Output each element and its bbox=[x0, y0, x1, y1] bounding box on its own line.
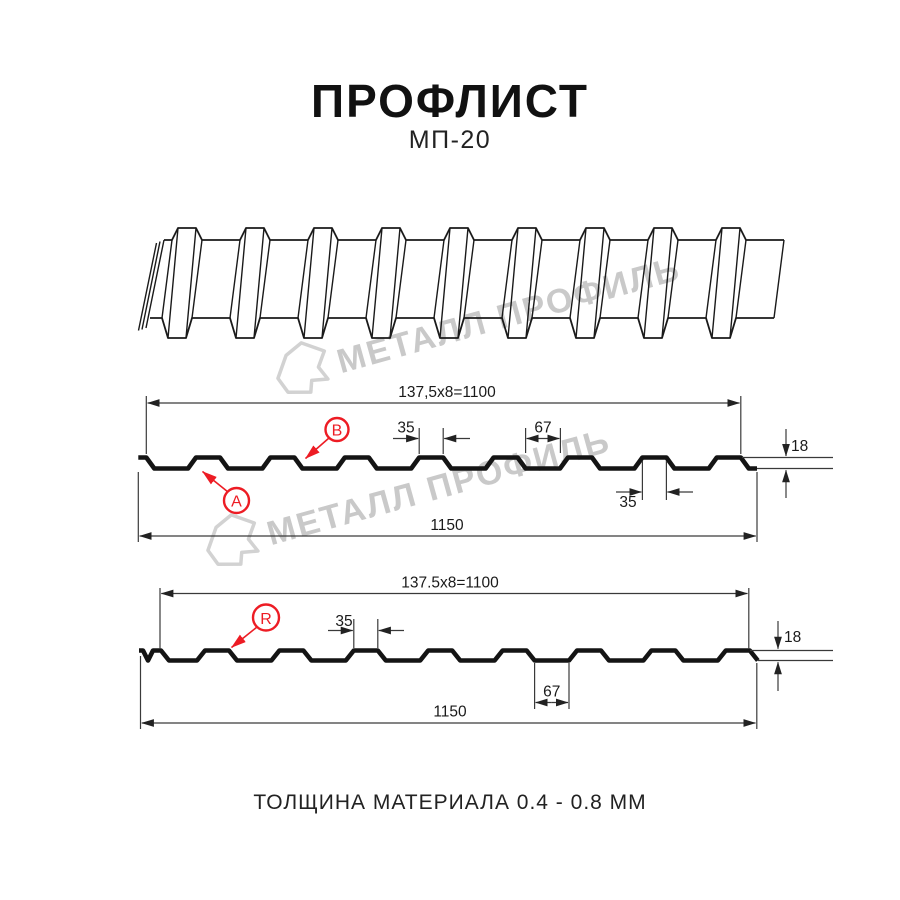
dim-valley-a-label: 67 bbox=[534, 420, 551, 437]
marker-b-letter: B bbox=[332, 423, 343, 440]
dim-valley-r: 67 bbox=[533, 663, 570, 709]
dim-height-r-label: 18 bbox=[784, 629, 801, 646]
dim-valley-r-label: 67 bbox=[543, 684, 560, 701]
marker-b: B bbox=[304, 416, 350, 460]
marker-a: A bbox=[201, 470, 251, 515]
dim-pitch-r-label: 137.5x8=1100 bbox=[401, 575, 499, 592]
dim-rib-top-a-label: 35 bbox=[397, 420, 414, 437]
dim-valley-a: 67 bbox=[524, 420, 562, 453]
product-model: МП-20 bbox=[408, 126, 492, 154]
dim-rib-top-r-label: 35 bbox=[335, 613, 352, 630]
dim-height-a-label: 18 bbox=[791, 438, 808, 455]
marker-a-letter: A bbox=[231, 494, 242, 511]
section-a-diagram: 137,5x8=1100 35 67 bbox=[137, 384, 833, 542]
marker-r-letter: R bbox=[260, 611, 272, 628]
dim-rib-top-a: 35 bbox=[393, 420, 470, 454]
dim-overall-a: 1150 bbox=[137, 472, 758, 542]
dim-pitch-a-label: 137,5x8=1100 bbox=[398, 384, 496, 401]
metall-profil-logo bbox=[206, 513, 260, 566]
profile-a-outline bbox=[138, 455, 757, 471]
dim-height-a: 18 bbox=[742, 429, 833, 498]
dim-pitch-r: 137.5x8=1100 bbox=[159, 575, 750, 649]
dim-rib-top-r: 35 bbox=[328, 613, 404, 648]
dim-rib-bottom-a: 35 bbox=[616, 461, 693, 511]
page-title: ПРОФЛИСТ bbox=[311, 75, 589, 127]
dim-overall-a-label: 1150 bbox=[430, 517, 464, 534]
marker-r: R bbox=[230, 603, 281, 649]
dim-rib-bottom-a-label: 35 bbox=[619, 494, 636, 511]
watermark-upper: МЕТАЛЛ ПРОФИЛЬ bbox=[276, 250, 685, 394]
dim-overall-r: 1150 bbox=[139, 656, 758, 729]
material-thickness-note: ТОЛЩИНА МАТЕРИАЛА 0.4 - 0.8 ММ bbox=[253, 791, 647, 814]
dim-pitch-a: 137,5x8=1100 bbox=[145, 384, 742, 454]
profile-r-outline bbox=[139, 648, 760, 663]
dim-overall-r-label: 1150 bbox=[433, 704, 467, 721]
dim-height-r: 18 bbox=[750, 621, 833, 691]
sheet-3d-drawing bbox=[137, 227, 785, 339]
metall-profil-logo bbox=[276, 341, 330, 394]
section-r-diagram: 137.5x8=1100 35 67 bbox=[139, 575, 833, 729]
